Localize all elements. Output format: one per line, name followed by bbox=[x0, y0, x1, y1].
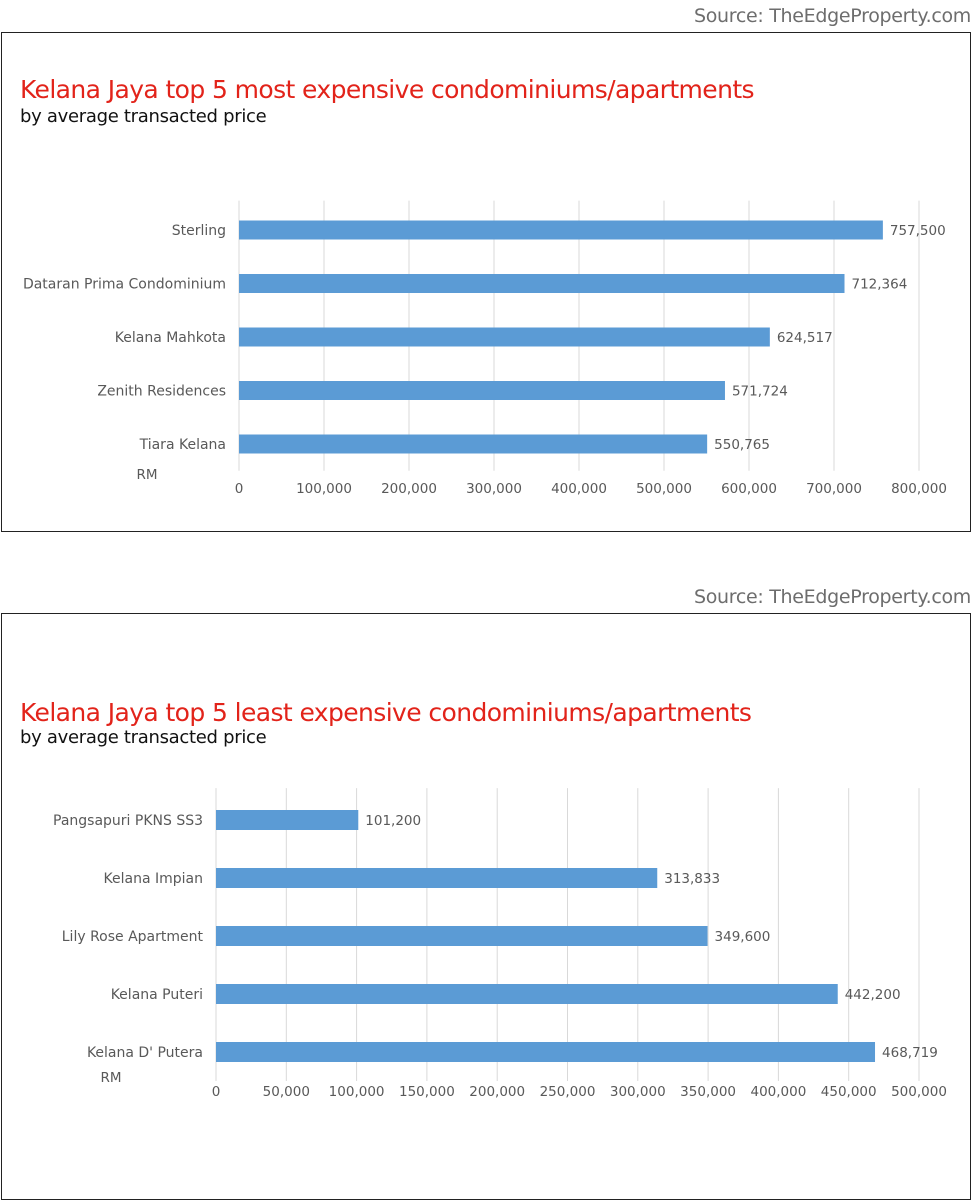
source-label: Source: TheEdgeProperty.com bbox=[693, 586, 971, 608]
bar bbox=[216, 868, 658, 888]
x-tick-label: 450,000 bbox=[821, 1084, 877, 1100]
bar bbox=[239, 434, 708, 454]
x-tick-label: 200,000 bbox=[469, 1084, 525, 1100]
x-tick-label: 250,000 bbox=[540, 1084, 596, 1100]
data-label: 313,833 bbox=[664, 871, 720, 887]
data-label: 101,200 bbox=[365, 813, 421, 829]
x-tick-label: 100,000 bbox=[329, 1084, 385, 1100]
category-label: Sterling bbox=[172, 223, 226, 239]
x-tick-label: 600,000 bbox=[721, 481, 777, 497]
bar bbox=[239, 220, 883, 240]
category-label: Kelana Mahkota bbox=[115, 330, 226, 346]
bar bbox=[239, 327, 770, 347]
bar bbox=[216, 984, 838, 1004]
data-label: 550,765 bbox=[714, 437, 770, 453]
x-tick-label: 800,000 bbox=[891, 481, 947, 497]
bar-chart-most-expensive: 0 100,000 200,000 300,000 400,000 500,000 600,… bbox=[23, 200, 947, 497]
data-label: 349,600 bbox=[715, 929, 771, 945]
unit-label: RM bbox=[136, 467, 157, 483]
chart-subtitle: by average transacted price bbox=[20, 106, 267, 127]
category-label: Pangsapuri PKNS SS3 bbox=[53, 813, 203, 829]
category-label: Zenith Residences bbox=[97, 384, 226, 400]
x-tick-label: 150,000 bbox=[399, 1084, 455, 1100]
x-tick-label: 300,000 bbox=[610, 1084, 666, 1100]
x-tick-label: 200,000 bbox=[381, 481, 437, 497]
x-tick-label: 500,000 bbox=[636, 481, 692, 497]
chart-title: Kelana Jaya top 5 least expensive condom… bbox=[20, 698, 752, 727]
category-label: Kelana Puteri bbox=[111, 987, 203, 1003]
bar bbox=[216, 810, 359, 830]
chart-panel-most-expensive: Kelana Jaya top 5 most expensive condomi… bbox=[1, 32, 971, 532]
category-label: Dataran Prima Condominium bbox=[23, 277, 226, 293]
x-tick-label: 500,000 bbox=[891, 1084, 947, 1100]
category-label: Lily Rose Apartment bbox=[62, 929, 204, 945]
category-label: Kelana Impian bbox=[104, 871, 203, 887]
x-tick-label: 300,000 bbox=[466, 481, 522, 497]
data-label: 571,724 bbox=[732, 384, 788, 400]
bar bbox=[239, 381, 725, 400]
unit-label: RM bbox=[100, 1070, 121, 1086]
source-label: Source: TheEdgeProperty.com bbox=[693, 5, 971, 27]
data-label: 624,517 bbox=[777, 330, 833, 346]
category-label: Tiara Kelana bbox=[139, 437, 226, 453]
bar-chart-least-expensive: 0 50,000 100,000 150,000 200,000 250,000 300,0… bbox=[53, 788, 947, 1100]
x-tick-label: 700,000 bbox=[806, 481, 862, 497]
category-label: Kelana D' Putera bbox=[87, 1045, 203, 1061]
data-label: 468,719 bbox=[882, 1045, 938, 1061]
chart-title: Kelana Jaya top 5 most expensive condomi… bbox=[20, 75, 755, 104]
bar bbox=[216, 1042, 876, 1062]
data-label: 442,200 bbox=[845, 987, 901, 1003]
chart-subtitle: by average transacted price bbox=[20, 727, 267, 748]
x-tick-label: 400,000 bbox=[551, 481, 607, 497]
bar bbox=[216, 926, 708, 946]
x-tick-label: 0 bbox=[212, 1084, 221, 1100]
bar bbox=[239, 274, 845, 293]
x-tick-label: 400,000 bbox=[750, 1084, 806, 1100]
x-tick-label: 0 bbox=[235, 481, 244, 497]
data-label: 757,500 bbox=[890, 223, 946, 239]
chart-panel-least-expensive: Kelana Jaya top 5 least expensive condom… bbox=[1, 613, 971, 1200]
data-label: 712,364 bbox=[852, 277, 908, 293]
x-tick-label: 100,000 bbox=[296, 481, 352, 497]
x-tick-label: 50,000 bbox=[263, 1084, 310, 1100]
x-tick-label: 350,000 bbox=[680, 1084, 736, 1100]
